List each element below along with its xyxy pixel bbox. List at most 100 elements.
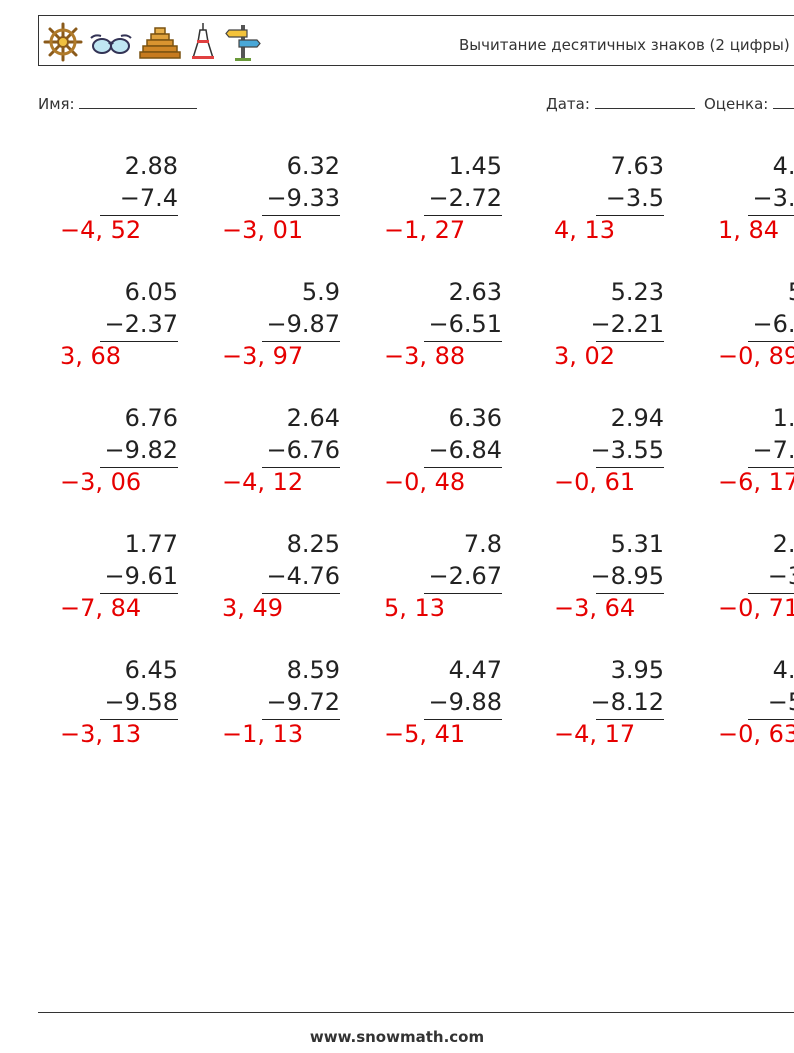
answer: −3, 01 — [222, 216, 304, 244]
answer: −4, 52 — [60, 216, 142, 244]
answer-rule — [262, 341, 340, 342]
subtraction-problem: 6.45 −9.58 −3, 13 — [38, 656, 178, 776]
answer: 3, 68 — [60, 342, 122, 370]
minuend: 2.88 — [124, 152, 178, 180]
subtrahend: −9.58 — [104, 688, 178, 716]
answer: −6, 17 — [718, 468, 794, 496]
subtrahend: −9.82 — [104, 436, 178, 464]
subtraction-problem: 6.76 −9.82 −3, 06 — [38, 404, 178, 524]
minuend: 6.36 — [448, 404, 502, 432]
subtrahend: −2.21 — [590, 310, 664, 338]
worksheet-title: Вычитание десятичных знаков (2 цифры) — [459, 36, 790, 54]
subtraction-problem: 2.59 −3.3 −0, 71 — [686, 530, 794, 650]
answer-rule — [424, 719, 502, 720]
answer-rule — [262, 467, 340, 468]
minuend: 8.59 — [286, 656, 340, 684]
minuend: 6.32 — [286, 152, 340, 180]
answer: −4, 12 — [222, 468, 304, 496]
subtraction-problem: 1.65 −7.82 −6, 17 — [686, 404, 794, 524]
answer-rule — [262, 215, 340, 216]
worksheet-header: Вычитание десятичных знаков (2 цифры) — [38, 15, 794, 66]
subtraction-problem: 4.77 −5.4 −0, 63 — [686, 656, 794, 776]
score-line[interactable] — [773, 94, 794, 109]
subtrahend: −9.61 — [104, 562, 178, 590]
ship-wheel-icon — [43, 22, 83, 62]
answer-rule — [596, 467, 664, 468]
subtrahend: −2.72 — [428, 184, 502, 212]
minuend: 1.65 — [772, 404, 794, 432]
minuend: 6.05 — [124, 278, 178, 306]
subtrahend: −8.95 — [590, 562, 664, 590]
answer: −0, 71 — [718, 594, 794, 622]
answer-rule — [596, 593, 664, 594]
answer-rule — [262, 719, 340, 720]
answer-rule — [100, 719, 178, 720]
header-icons — [43, 22, 261, 62]
score-field: Оценка: — [704, 94, 794, 113]
subtraction-problem: 5.31 −8.95 −3, 64 — [524, 530, 664, 650]
minuend: 6.76 — [124, 404, 178, 432]
subtrahend: −2.67 — [428, 562, 502, 590]
minuend: 6.45 — [124, 656, 178, 684]
answer: −1, 13 — [222, 720, 304, 748]
subtrahend: −3.5 — [605, 184, 664, 212]
subtraction-problem: 6.36 −6.84 −0, 48 — [362, 404, 502, 524]
minuend: 2.59 — [772, 530, 794, 558]
minuend: 4.47 — [448, 656, 502, 684]
subtraction-problem: 6.05 −2.37 3, 68 — [38, 278, 178, 398]
subtraction-problem: 2.88 −7.4 −4, 52 — [38, 152, 178, 272]
answer-rule — [424, 341, 502, 342]
pyramid-icon — [139, 27, 181, 59]
answer-rule — [748, 467, 794, 468]
subtraction-problem: 2.94 −3.55 −0, 61 — [524, 404, 664, 524]
minuend: 2.94 — [610, 404, 664, 432]
answer-rule — [596, 215, 664, 216]
answer-rule — [100, 467, 178, 468]
subtrahend: −7.4 — [119, 184, 178, 212]
answer-rule — [262, 593, 340, 594]
subtraction-problem: 3.95 −8.12 −4, 17 — [524, 656, 664, 776]
answer: 4, 13 — [554, 216, 616, 244]
tower-icon — [191, 23, 215, 59]
answer-rule — [748, 215, 794, 216]
answer-rule — [100, 341, 178, 342]
answer: −3, 06 — [60, 468, 142, 496]
date-line[interactable] — [594, 94, 695, 109]
minuend: 5.23 — [610, 278, 664, 306]
answer: −7, 84 — [60, 594, 142, 622]
minuend: 7.63 — [610, 152, 664, 180]
subtrahend: −6.84 — [428, 436, 502, 464]
subtrahend: −4.76 — [266, 562, 340, 590]
score-label: Оценка: — [704, 95, 769, 113]
answer-rule — [596, 719, 664, 720]
sunglasses-icon — [90, 34, 132, 54]
minuend: 5.9 — [301, 278, 340, 306]
answer: 3, 02 — [554, 342, 616, 370]
answer: −0, 61 — [554, 468, 636, 496]
subtraction-problem: 2.64 −6.76 −4, 12 — [200, 404, 340, 524]
subtraction-problem: 4.47 −9.88 −5, 41 — [362, 656, 502, 776]
name-line[interactable] — [79, 94, 198, 109]
answer: −0, 63 — [718, 720, 794, 748]
footer-site: www.snowmath.com — [309, 1028, 485, 1046]
subtraction-problem: 7.8 −2.67 5, 13 — [362, 530, 502, 650]
answer-rule — [596, 341, 664, 342]
minuend: 3.95 — [610, 656, 664, 684]
subtraction-problem: 5.23 −2.21 3, 02 — [524, 278, 664, 398]
date-field: Дата: — [546, 94, 695, 113]
answer-rule — [424, 215, 502, 216]
subtraction-problem: 4.97 −3.13 1, 84 — [686, 152, 794, 272]
subtrahend: −6.76 — [266, 436, 340, 464]
minuend: 4.77 — [772, 656, 794, 684]
subtrahend: −3.3 — [767, 562, 794, 590]
minuend: 5.3 — [788, 278, 794, 306]
subtraction-problem: 5.9 −9.87 −3, 97 — [200, 278, 340, 398]
answer-rule — [100, 593, 178, 594]
minuend: 1.45 — [448, 152, 502, 180]
answer: 3, 49 — [222, 594, 284, 622]
answer-rule — [748, 593, 794, 594]
answer-rule — [424, 467, 502, 468]
date-label: Дата: — [546, 95, 590, 113]
subtraction-problem: 5.3 −6.19 −0, 89 — [686, 278, 794, 398]
minuend: 4.97 — [772, 152, 794, 180]
